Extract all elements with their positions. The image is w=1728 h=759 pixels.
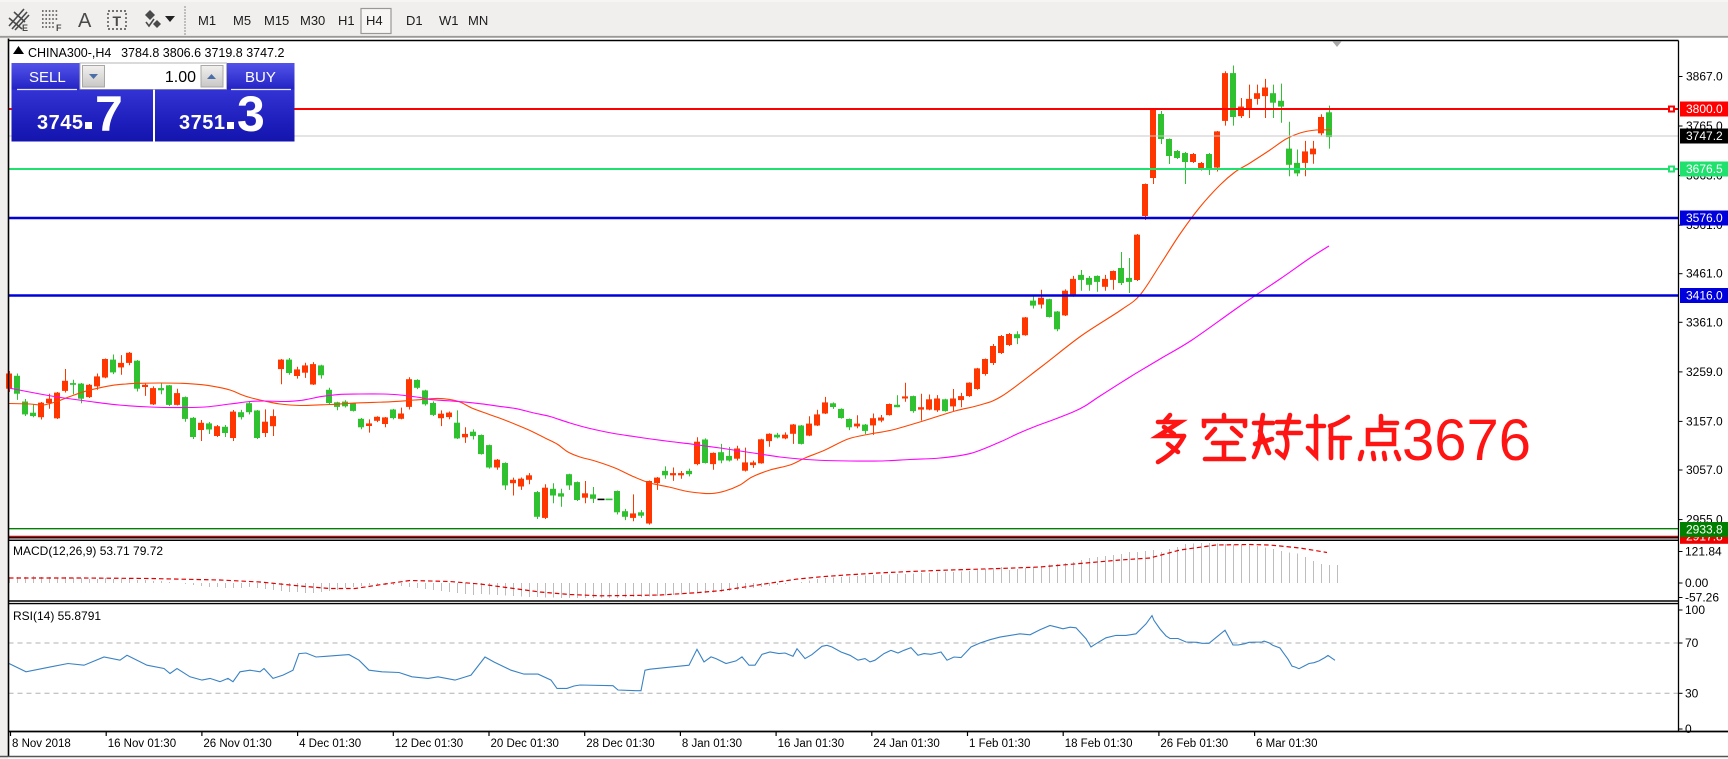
svg-text:3800.0: 3800.0 [1686,102,1723,116]
svg-text:MACD(12,26,9) 53.71 79.72: MACD(12,26,9) 53.71 79.72 [13,544,163,558]
svg-text:30: 30 [1685,686,1699,700]
svg-text:W1: W1 [439,13,459,28]
svg-text:H4: H4 [366,13,383,28]
svg-text:M5: M5 [233,13,251,28]
svg-text:0.00: 0.00 [1685,576,1709,590]
svg-text:3361.0: 3361.0 [1686,315,1723,329]
svg-text:F: F [56,23,62,33]
svg-text:70: 70 [1685,636,1699,650]
svg-text:3867.0: 3867.0 [1686,70,1723,84]
svg-text:3751: 3751 [179,112,226,134]
svg-text:3576.0: 3576.0 [1686,211,1723,225]
svg-text:T: T [113,13,122,29]
svg-text:3745: 3745 [37,112,84,134]
svg-text:100: 100 [1685,603,1705,617]
svg-text:2933.8: 2933.8 [1686,523,1723,537]
svg-text:-57.26: -57.26 [1685,591,1719,605]
svg-text:7: 7 [95,86,123,142]
svg-text:6 Mar 01:30: 6 Mar 01:30 [1256,738,1317,750]
svg-text:24 Jan 01:30: 24 Jan 01:30 [873,738,940,750]
svg-text:20 Dec 01:30: 20 Dec 01:30 [491,738,559,750]
svg-text:M15: M15 [264,13,289,28]
svg-text:H1: H1 [338,13,355,28]
svg-text:1 Feb 01:30: 1 Feb 01:30 [969,738,1030,750]
svg-text:RSI(14) 55.8791: RSI(14) 55.8791 [13,609,101,623]
svg-text:26 Feb 01:30: 26 Feb 01:30 [1160,738,1228,750]
svg-text:8 Jan 01:30: 8 Jan 01:30 [682,738,742,750]
svg-text:8 Nov 2018: 8 Nov 2018 [12,738,71,750]
svg-text:1.00: 1.00 [165,69,196,86]
svg-text:3676.5: 3676.5 [1686,162,1723,176]
svg-text:3157.0: 3157.0 [1686,414,1723,428]
svg-text:CHINA300-,H4 3784.8 3806.6 37: CHINA300-,H4 3784.8 3806.6 3719.8 3747.2 [28,46,284,60]
svg-text:16 Jan 01:30: 16 Jan 01:30 [778,738,845,750]
svg-text:16 Nov 01:30: 16 Nov 01:30 [108,738,176,750]
svg-text:M30: M30 [300,13,325,28]
svg-text:3416.0: 3416.0 [1686,289,1723,303]
svg-text:28 Dec 01:30: 28 Dec 01:30 [586,738,654,750]
svg-text:12 Dec 01:30: 12 Dec 01:30 [395,738,463,750]
svg-text:121.84: 121.84 [1685,545,1722,559]
svg-text:26 Nov 01:30: 26 Nov 01:30 [203,738,271,750]
svg-text:A: A [78,10,92,32]
svg-text:3461.0: 3461.0 [1686,267,1723,281]
svg-text:E: E [22,23,28,33]
svg-text:4 Dec 01:30: 4 Dec 01:30 [299,738,361,750]
svg-text:M1: M1 [198,13,216,28]
svg-text:3747.2: 3747.2 [1686,129,1723,143]
svg-text:3: 3 [237,86,265,142]
svg-text:18 Feb 01:30: 18 Feb 01:30 [1065,738,1133,750]
svg-text:3259.0: 3259.0 [1686,365,1723,379]
svg-text:3676: 3676 [1402,408,1531,473]
svg-text:0: 0 [1685,722,1692,736]
svg-text:MN: MN [468,13,488,28]
svg-text:D1: D1 [406,13,423,28]
svg-text:SELL: SELL [29,69,66,86]
svg-text:BUY: BUY [245,69,276,86]
svg-text:3057.0: 3057.0 [1686,463,1723,477]
